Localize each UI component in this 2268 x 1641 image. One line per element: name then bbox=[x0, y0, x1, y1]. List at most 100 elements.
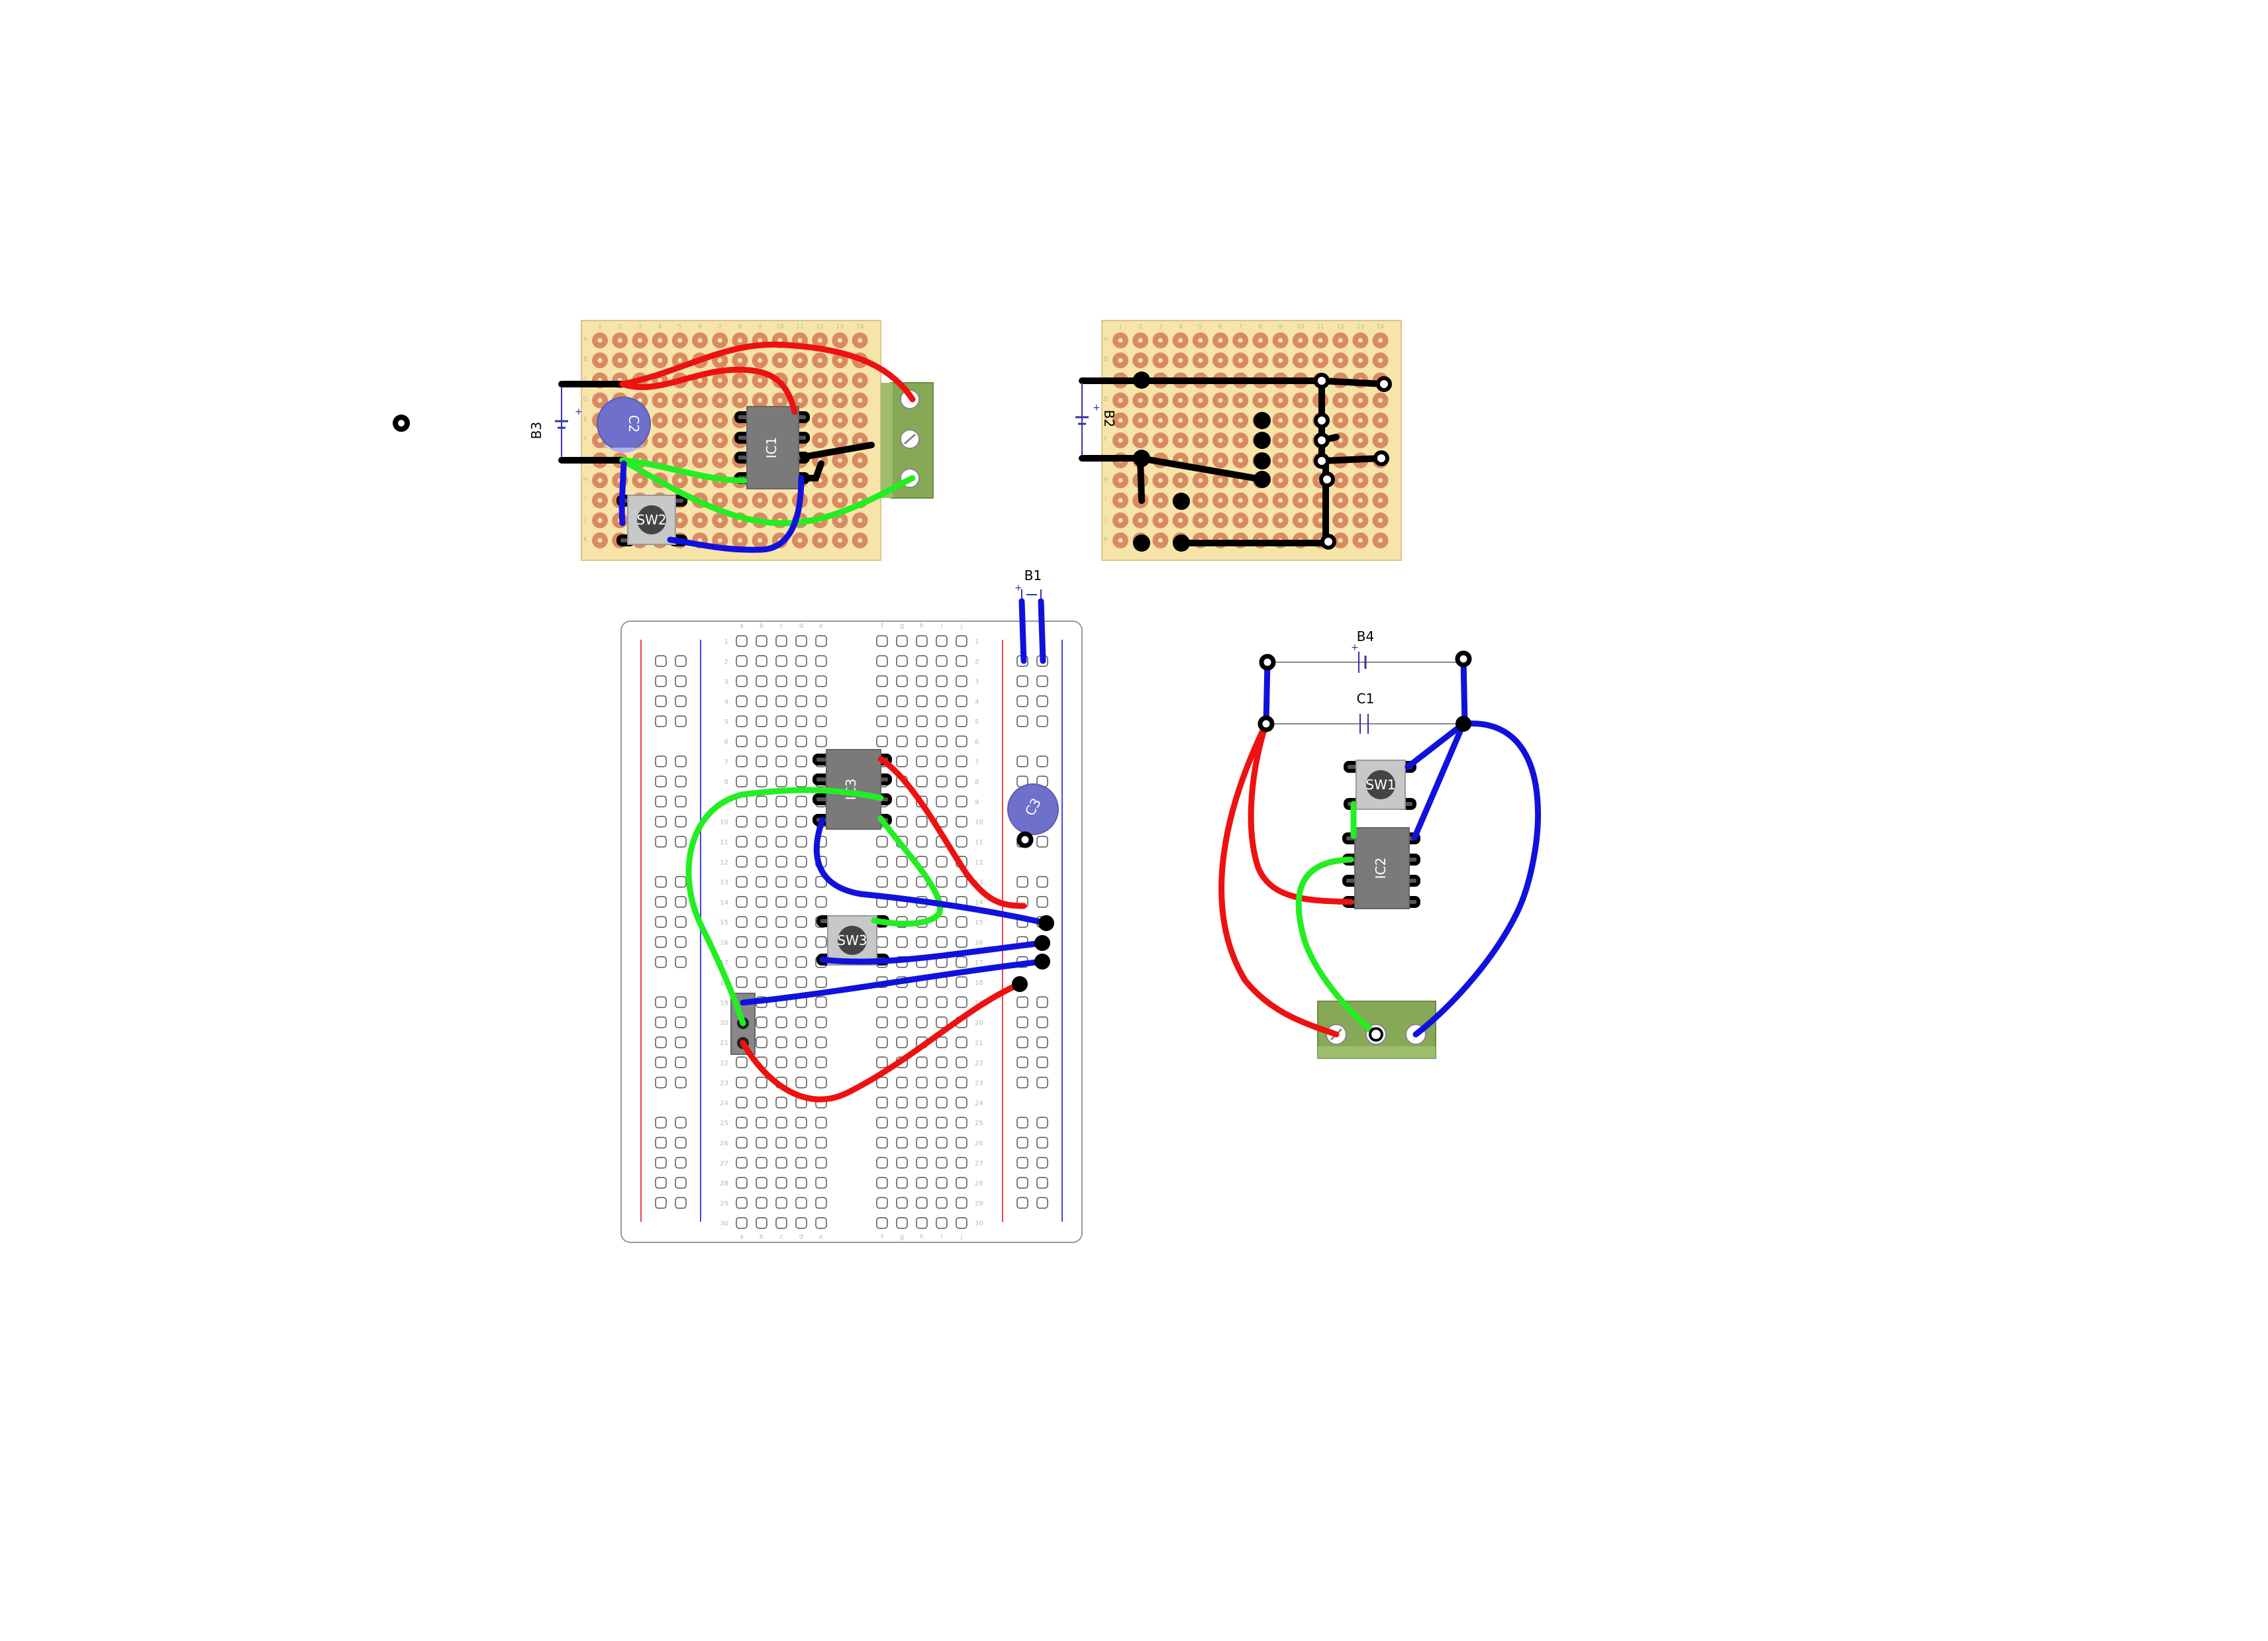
breadboard-hole[interactable] bbox=[815, 1177, 827, 1189]
breadboard-hole[interactable] bbox=[896, 1097, 908, 1109]
breadboard-hole[interactable] bbox=[956, 1036, 967, 1048]
breadboard-hole[interactable] bbox=[936, 1217, 948, 1229]
breadboard-hole[interactable] bbox=[675, 1056, 687, 1069]
breadboard-hole[interactable] bbox=[736, 1136, 748, 1149]
breadboard-hole[interactable] bbox=[775, 1117, 787, 1128]
breadboard-hole[interactable] bbox=[775, 815, 787, 828]
switch-sw2[interactable]: SW2 bbox=[616, 495, 687, 546]
breadboard-hole[interactable] bbox=[936, 675, 948, 687]
breadboard-hole[interactable] bbox=[936, 655, 948, 668]
loose-connector[interactable] bbox=[393, 415, 410, 432]
breadboard-hole[interactable] bbox=[795, 1016, 807, 1028]
breadboard-hole[interactable] bbox=[736, 756, 748, 768]
breadboard-hole[interactable] bbox=[1016, 1136, 1028, 1149]
breadboard-hole[interactable] bbox=[1016, 1036, 1028, 1048]
breadboard-hole[interactable] bbox=[736, 1197, 748, 1209]
breadboard-hole[interactable] bbox=[956, 956, 967, 968]
breadboard-hole[interactable] bbox=[936, 756, 948, 768]
breadboard-hole[interactable] bbox=[815, 1157, 827, 1169]
breadboard-hole[interactable] bbox=[675, 916, 687, 928]
breadboard-hole[interactable] bbox=[876, 836, 888, 848]
breadboard-hole[interactable] bbox=[756, 1157, 767, 1169]
breadboard-hole[interactable] bbox=[655, 756, 667, 768]
breadboard-hole[interactable] bbox=[876, 875, 888, 888]
breadboard-hole[interactable] bbox=[956, 996, 967, 1009]
breadboard-hole[interactable] bbox=[756, 1197, 767, 1209]
breadboard-hole[interactable] bbox=[756, 875, 767, 888]
breadboard-hole[interactable] bbox=[1016, 1177, 1028, 1189]
breadboard-hole[interactable] bbox=[795, 715, 807, 727]
breadboard-hole[interactable] bbox=[876, 635, 888, 647]
la-red-wire-1[interactable] bbox=[1248, 721, 1354, 905]
breadboard-hole[interactable] bbox=[655, 1016, 667, 1028]
breadboard-hole[interactable] bbox=[936, 1097, 948, 1109]
breadboard-hole[interactable] bbox=[896, 996, 908, 1009]
breadboard-hole[interactable] bbox=[936, 795, 948, 808]
breadboard-hole[interactable] bbox=[775, 976, 787, 988]
breadboard-hole[interactable] bbox=[655, 775, 667, 787]
breadboard-hole[interactable] bbox=[815, 976, 827, 988]
breadboard-hole[interactable] bbox=[1016, 1197, 1028, 1209]
breadboard-hole[interactable] bbox=[756, 1036, 767, 1048]
breadboard-hole[interactable] bbox=[916, 1117, 928, 1128]
breadboard-hole[interactable] bbox=[916, 715, 928, 727]
breadboard-hole[interactable] bbox=[655, 795, 667, 808]
breadboard-hole[interactable] bbox=[815, 675, 827, 687]
sb1-green-wire-2[interactable] bbox=[619, 457, 916, 526]
breadboard-hole[interactable] bbox=[936, 1197, 948, 1209]
breadboard-hole[interactable] bbox=[736, 735, 748, 748]
breadboard-hole[interactable] bbox=[956, 836, 967, 848]
breadboard-hole[interactable] bbox=[916, 836, 928, 848]
battery-b1[interactable]: B1 + bbox=[1014, 568, 1046, 664]
breadboard-hole[interactable] bbox=[795, 756, 807, 768]
breadboard-hole[interactable] bbox=[936, 1076, 948, 1089]
breadboard-hole[interactable] bbox=[775, 856, 787, 868]
breadboard-hole[interactable] bbox=[736, 635, 748, 647]
breadboard-hole[interactable] bbox=[736, 715, 748, 727]
breadboard-hole[interactable] bbox=[675, 1117, 687, 1128]
breadboard-hole[interactable] bbox=[675, 836, 687, 848]
breadboard-hole[interactable] bbox=[756, 1016, 767, 1028]
breadboard-hole[interactable] bbox=[795, 735, 807, 748]
breadboard-hole[interactable] bbox=[736, 875, 748, 888]
breadboard-hole[interactable] bbox=[775, 1217, 787, 1229]
breadboard-hole[interactable] bbox=[795, 976, 807, 988]
breadboard-hole[interactable] bbox=[1016, 695, 1028, 707]
breadboard-hole[interactable] bbox=[815, 1197, 827, 1209]
switch-sw1[interactable]: SW1 bbox=[1344, 760, 1416, 810]
la-blue-wire-2[interactable] bbox=[1411, 721, 1467, 841]
breadboard-hole[interactable] bbox=[815, 936, 827, 948]
breadboard-hole[interactable] bbox=[956, 695, 967, 707]
bb-blue-wire-3[interactable] bbox=[740, 958, 1046, 1006]
breadboard-hole[interactable] bbox=[655, 695, 667, 707]
breadboard-hole[interactable] bbox=[675, 1036, 687, 1048]
breadboard-hole[interactable] bbox=[756, 896, 767, 908]
breadboard-hole[interactable] bbox=[1016, 1056, 1028, 1069]
breadboard-hole[interactable] bbox=[756, 836, 767, 848]
breadboard-hole[interactable] bbox=[756, 916, 767, 928]
breadboard-hole[interactable] bbox=[736, 936, 748, 948]
breadboard-hole[interactable] bbox=[936, 1036, 948, 1048]
breadboard-hole[interactable] bbox=[896, 1117, 908, 1128]
breadboard-hole[interactable] bbox=[936, 996, 948, 1009]
breadboard-hole[interactable] bbox=[815, 1217, 827, 1229]
breadboard-hole[interactable] bbox=[956, 1157, 967, 1169]
breadboard-hole[interactable] bbox=[775, 1197, 787, 1209]
breadboard-hole[interactable] bbox=[775, 936, 787, 948]
breadboard-hole[interactable] bbox=[815, 996, 827, 1009]
breadboard-hole[interactable] bbox=[675, 655, 687, 668]
breadboard-hole[interactable] bbox=[916, 756, 928, 768]
breadboard-hole[interactable] bbox=[896, 875, 908, 888]
breadboard-hole[interactable] bbox=[736, 1056, 748, 1069]
breadboard-hole[interactable] bbox=[896, 655, 908, 668]
breadboard-hole[interactable] bbox=[675, 996, 687, 1009]
breadboard-hole[interactable] bbox=[1016, 1157, 1028, 1169]
breadboard-hole[interactable] bbox=[936, 1056, 948, 1069]
breadboard-hole[interactable] bbox=[756, 655, 767, 668]
breadboard-hole[interactable] bbox=[936, 715, 948, 727]
breadboard-hole[interactable] bbox=[815, 1036, 827, 1048]
breadboard-hole[interactable] bbox=[1016, 1117, 1028, 1128]
breadboard-hole[interactable] bbox=[815, 1136, 827, 1149]
breadboard-hole[interactable] bbox=[896, 856, 908, 868]
